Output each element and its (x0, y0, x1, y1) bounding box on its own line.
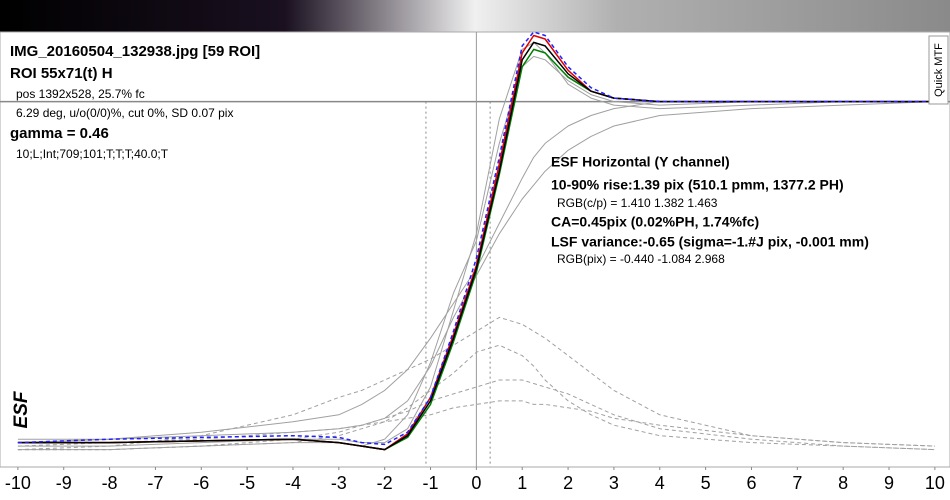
x-tick-label: -6 (193, 473, 209, 493)
plot-area (0, 31, 950, 468)
quick-mtf-label[interactable]: Quick MTF (933, 43, 945, 97)
result-line: 10-90% rise:1.39 pix (510.1 pmm, 1377.2 … (551, 177, 844, 193)
info-background (4, 36, 476, 170)
info-title: IMG_20160504_132938.jpg [59 ROI] (10, 43, 260, 60)
x-tick-label: 0 (471, 473, 481, 493)
info-line: pos 1392x528, 25.7% fc (16, 87, 145, 101)
esf-line (17, 101, 935, 444)
x-tick-label: -10 (5, 473, 31, 493)
lsf-line (17, 344, 935, 451)
y-axis-label: ESF (11, 390, 32, 428)
top-bar (0, 0, 950, 32)
lsf-line (17, 400, 935, 447)
result-title: ESF Horizontal (Y channel) (551, 154, 730, 170)
x-tick-label: 2 (563, 473, 573, 493)
esf-line (17, 41, 935, 447)
x-tick-label: 6 (746, 473, 756, 493)
x-tick-label: -9 (56, 473, 72, 493)
x-tick-label: -5 (239, 473, 255, 493)
x-tick-label: -3 (331, 473, 347, 493)
result-line: LSF variance:-0.65 (sigma=-1.#J pix, -0.… (551, 234, 869, 250)
x-tick-label: -1 (423, 473, 439, 493)
lsf-line (17, 379, 935, 451)
x-tick-label: 4 (655, 473, 665, 493)
info-line: 6.29 deg, u/o(0/0)%, cut 0%, SD 0.07 pix (16, 106, 233, 120)
esf-line (17, 101, 935, 440)
results: ESF Horizontal (Y channel) 10-90% rise:1… (551, 154, 869, 266)
x-tick-label: 1 (517, 473, 527, 493)
info-line: 10;L;Int;709;101;T;T;T;40.0;T (16, 147, 169, 161)
x-tick-label: -2 (377, 473, 393, 493)
esf-line (17, 55, 935, 451)
x-tick-label: 7 (792, 473, 802, 493)
result-line: RGB(c/p) = 1.410 1.382 1.463 (557, 196, 718, 210)
lsf-line (17, 316, 935, 451)
lsf-line (17, 31, 935, 446)
x-tick-label: 9 (884, 473, 894, 493)
info-gamma: gamma = 0.46 (10, 125, 109, 142)
result-line: RGB(pix) = -0.440 -1.084 2.968 (557, 252, 725, 266)
x-tick-label: 10 (925, 473, 945, 493)
x-tick-label: -8 (102, 473, 118, 493)
quick-mtf-button[interactable] (928, 35, 949, 105)
result-line: CA=0.45pix (0.02%PH, 1.74%fc) (551, 214, 759, 230)
info-box: IMG_20160504_132938.jpg [59 ROI] ROI 55x… (10, 43, 260, 161)
info-roi: ROI 55x71(t) H (10, 65, 113, 82)
x-tick-label: 3 (609, 473, 619, 493)
x-tick-label: 8 (838, 473, 848, 493)
x-tick-label: 5 (701, 473, 711, 493)
x-tick-label: -4 (285, 473, 301, 493)
x-tick-label: -7 (147, 473, 163, 493)
